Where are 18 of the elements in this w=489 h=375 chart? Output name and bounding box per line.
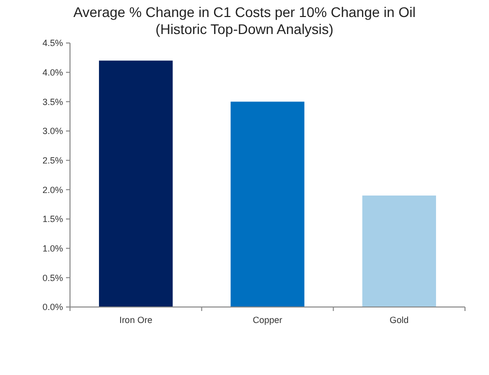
chart-subtitle: (Historic Top-Down Analysis) [156, 21, 334, 37]
y-tick-label: 1.5% [42, 214, 63, 224]
y-tick-label: 0.0% [42, 302, 63, 312]
y-tick-label: 2.5% [42, 155, 63, 166]
x-tick-label: Copper [252, 315, 282, 325]
x-tick-label: Iron Ore [119, 315, 152, 325]
y-tick-label: 3.5% [42, 96, 63, 107]
y-tick-label: 4.0% [42, 67, 63, 78]
x-tick-label: Gold [390, 315, 409, 325]
bar [98, 60, 173, 307]
y-tick-label: 4.5% [42, 38, 63, 48]
chart-title: Average % Change in C1 Costs per 10% Change in Oil [73, 4, 416, 20]
y-tick-label: 3.0% [42, 126, 63, 136]
y-tick-label: 0.5% [42, 272, 63, 283]
y-tick-label: 2.0% [42, 184, 63, 195]
bar [362, 196, 436, 307]
bar [230, 102, 304, 307]
y-tick-label: 1.0% [42, 243, 63, 254]
